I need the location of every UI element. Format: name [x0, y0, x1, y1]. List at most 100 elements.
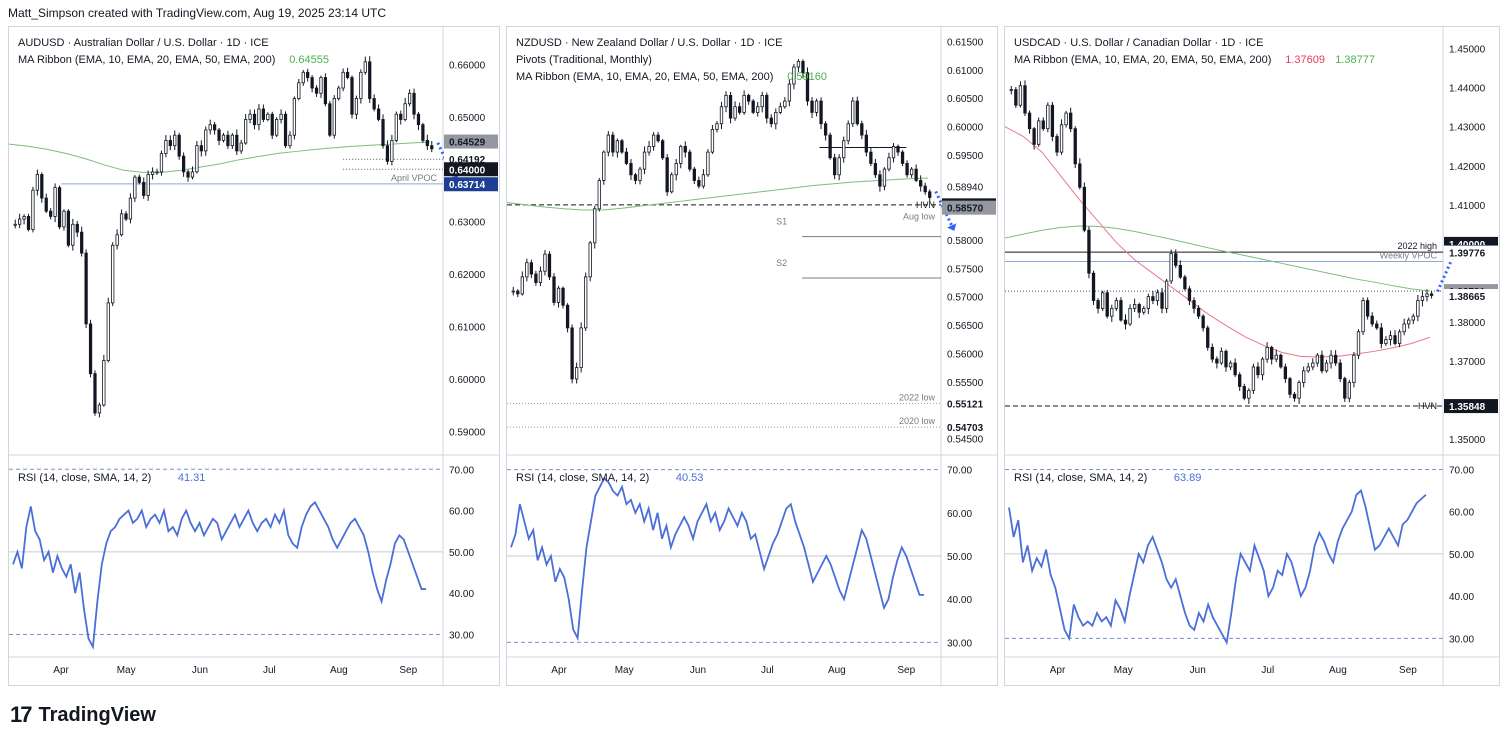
candle-body [792, 66, 796, 85]
candle-body [765, 94, 769, 119]
usdcad-chart-svg: 1.45000 1.44000 1.43000 1.42000 1.41000 1.380… [1005, 27, 1499, 685]
candle-body [403, 103, 407, 120]
rsi-value: 41.31 [178, 472, 206, 484]
candle-body [217, 129, 221, 141]
candle-body [1302, 370, 1306, 383]
candle-body [1375, 323, 1379, 329]
candle-body [1146, 296, 1150, 309]
candle-body [93, 373, 97, 414]
candle-body [606, 134, 610, 153]
candle-body [1059, 124, 1064, 153]
candle-body [1215, 358, 1219, 364]
candle-body [53, 187, 57, 217]
candle-body [155, 171, 159, 174]
y-tick-label: 1.42000 [1449, 162, 1486, 173]
audusd-chart-panel[interactable]: 0.66000 0.65000 0.64000 0.63000 0.62000 0.610… [8, 26, 500, 686]
brand[interactable]: 17 TradingView [10, 702, 156, 728]
candle-body [181, 155, 186, 173]
candle-body [84, 252, 88, 325]
candle-body [252, 113, 257, 126]
candle-body [611, 134, 615, 153]
candle-body [588, 242, 592, 278]
candle-body [593, 208, 597, 244]
candle-body [923, 185, 927, 193]
candle-body [756, 106, 760, 113]
candle-body [724, 94, 728, 108]
candle-body [1297, 382, 1301, 399]
candle-body [620, 140, 624, 153]
candle-body [1201, 315, 1205, 329]
candle-body [715, 123, 719, 130]
candle-body [168, 140, 172, 147]
brand-name: TradingView [38, 703, 156, 726]
candle-body [314, 87, 319, 94]
candle-body [1100, 292, 1105, 309]
candle-body [679, 146, 683, 164]
candle-body [1137, 304, 1141, 313]
rsi-label: RSI (14, close, SMA, 14, 2) [18, 472, 151, 484]
nzdusd-chart-panel[interactable]: 0.61500 0.61000 0.60500 0.60000 0.59500 0.589… [506, 26, 998, 686]
candle-body [328, 103, 332, 136]
level-label: HVN [916, 200, 935, 210]
candle-body [1119, 300, 1123, 321]
candle-body [796, 60, 801, 68]
candle-body [430, 145, 434, 150]
candle-body [597, 180, 601, 210]
candle-body [602, 151, 606, 181]
candle-body [1105, 292, 1109, 317]
candle-body [88, 323, 93, 375]
rsi-y-tick-label: 70.00 [947, 466, 972, 477]
candle-body [733, 106, 737, 119]
y-tick-label: 0.57500 [947, 264, 984, 275]
x-tick-label: Jul [1261, 665, 1274, 676]
candle-body [1365, 300, 1370, 317]
candle-body [390, 140, 394, 162]
y-tick-label: 0.58940 [947, 183, 984, 194]
y-tick-label: 0.63000 [449, 218, 486, 229]
candle-body [665, 157, 669, 193]
candle-body [570, 327, 574, 380]
rsi-label: RSI (14, close, SMA, 14, 2) [516, 472, 649, 484]
candle-body [1265, 347, 1269, 360]
candle-body [111, 244, 115, 304]
candle-body [354, 98, 359, 115]
candle-body [547, 253, 552, 278]
candle-body [66, 210, 71, 246]
y-tick-label: 1.45000 [1449, 45, 1486, 56]
candle-body [1251, 366, 1256, 391]
candle-body [385, 145, 390, 162]
candle-body [869, 151, 873, 164]
x-tick-label: Sep [399, 665, 417, 676]
candle-body [1160, 292, 1164, 309]
candle-body [412, 92, 416, 115]
usdcad-chart-panel[interactable]: 1.45000 1.44000 1.43000 1.42000 1.41000 1.380… [1004, 26, 1500, 686]
candle-body [407, 92, 412, 105]
candle-body [1397, 331, 1402, 344]
candle-body [270, 113, 274, 136]
y-tick-label: 1.43000 [1449, 123, 1486, 134]
candle-body [40, 174, 44, 199]
candle-body [1132, 304, 1137, 309]
ma-ribbon-label: MA Ribbon (EMA, 10, EMA, 20, EMA, 50, EM… [18, 54, 275, 66]
x-tick-label: Sep [1399, 665, 1417, 676]
candle-body [1096, 300, 1100, 309]
candle-body [846, 123, 850, 142]
candle-body [213, 124, 217, 131]
candle-body [190, 171, 195, 178]
candle-body [660, 140, 665, 159]
candle-body [1087, 229, 1091, 274]
candle-body [306, 71, 310, 78]
y-tick-label: 0.59000 [449, 427, 486, 438]
candle-body [543, 253, 547, 272]
price-tag-label: 0.64529 [449, 138, 486, 149]
candle-body [266, 113, 270, 120]
candle-body [810, 100, 814, 113]
candle-body [1110, 307, 1114, 317]
candle-body [1370, 315, 1374, 325]
candle-body [828, 134, 832, 159]
price-tag-label: 0.55121 [947, 399, 984, 410]
candle-body [159, 153, 164, 173]
ma-ribbon-label: MA Ribbon (EMA, 10, EMA, 20, EMA, 50, EM… [516, 71, 773, 83]
candle-body [1178, 264, 1182, 278]
rsi-y-tick-label: 30.00 [1449, 634, 1474, 645]
